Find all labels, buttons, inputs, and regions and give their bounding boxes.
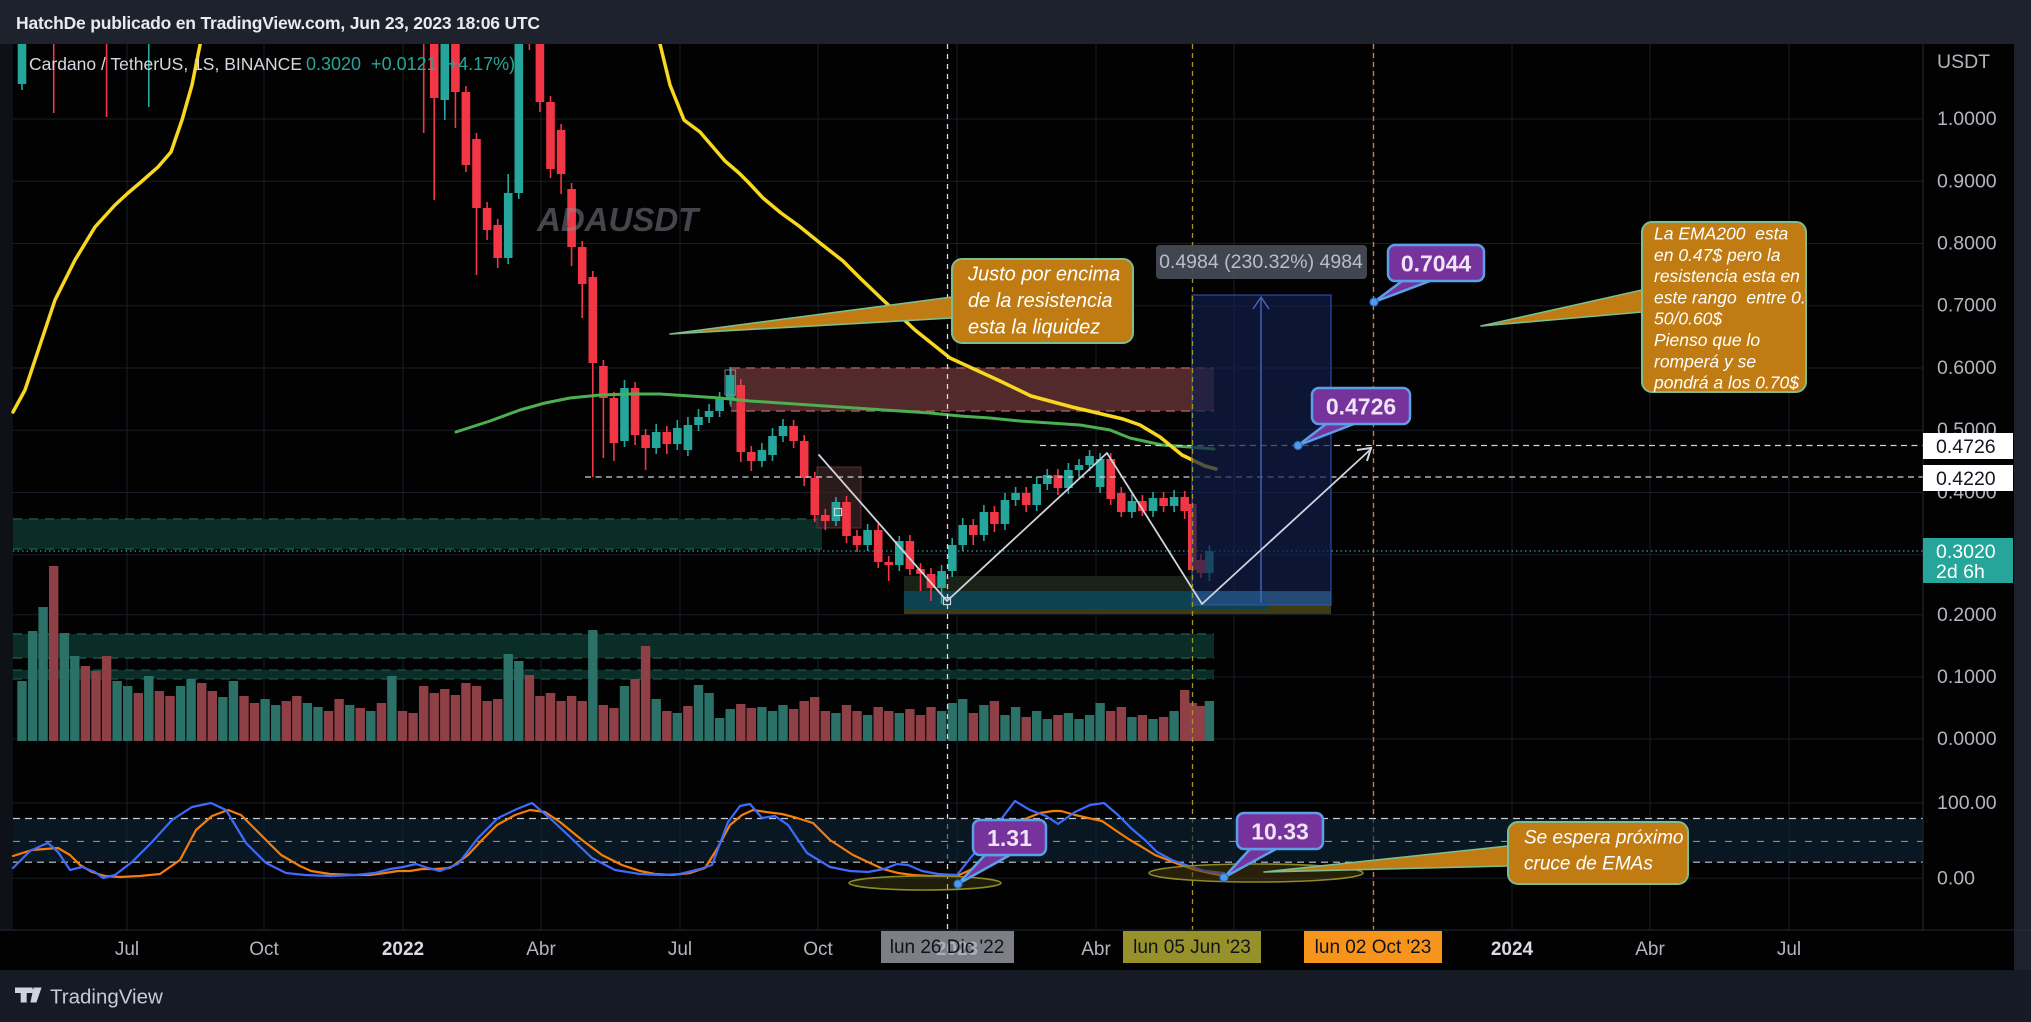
svg-text:Oct: Oct xyxy=(803,939,833,960)
svg-text:0.9000: 0.9000 xyxy=(1937,170,1997,192)
svg-text:lun 05 Jun '23: lun 05 Jun '23 xyxy=(1133,937,1251,958)
svg-text:en 0.47$ pero la: en 0.47$ pero la xyxy=(1654,245,1781,265)
svg-text:0.4984 (230.32%) 4984: 0.4984 (230.32%) 4984 xyxy=(1159,251,1363,273)
svg-text:resistencia esta en: resistencia esta en xyxy=(1654,266,1800,286)
svg-text:Abr: Abr xyxy=(1635,939,1665,960)
svg-text:2024: 2024 xyxy=(1491,939,1534,960)
svg-text:TradingView: TradingView xyxy=(50,986,163,1009)
svg-text:Justo por encima: Justo por encima xyxy=(967,264,1120,286)
svg-text:romperá y se: romperá y se xyxy=(1654,351,1756,371)
svg-text:2022: 2022 xyxy=(382,939,424,960)
svg-text:ADAUSDT: ADAUSDT xyxy=(536,201,701,238)
svg-text:0.1000: 0.1000 xyxy=(1937,666,1997,688)
svg-text:0.4726: 0.4726 xyxy=(1326,393,1396,419)
svg-text:0.00: 0.00 xyxy=(1937,867,1975,889)
svg-text:La EMA200 esta: La EMA200 esta xyxy=(1654,224,1789,244)
svg-text:0.3020: 0.3020 xyxy=(1936,541,1996,563)
svg-text:0.4726: 0.4726 xyxy=(1936,436,1996,458)
svg-text:0.7044: 0.7044 xyxy=(1401,250,1472,276)
svg-text:Jul: Jul xyxy=(668,939,692,960)
svg-text:Jul: Jul xyxy=(1777,939,1801,960)
svg-text:50/0.60$: 50/0.60$ xyxy=(1654,309,1722,329)
svg-text:USDT: USDT xyxy=(1937,51,1990,73)
svg-text:este rango entre 0.: este rango entre 0. xyxy=(1654,287,1806,307)
svg-text:Cardano / TetherUS, 1S, BINANC: Cardano / TetherUS, 1S, BINANCE xyxy=(29,54,302,74)
svg-text:cruce de EMAs: cruce de EMAs xyxy=(1524,853,1653,874)
svg-text:10.33: 10.33 xyxy=(1251,818,1309,844)
svg-text:de la resistencia: de la resistencia xyxy=(968,290,1113,312)
svg-text:Jul: Jul xyxy=(115,939,139,960)
svg-text:1.0000: 1.0000 xyxy=(1937,108,1997,130)
svg-text:0.3020 +0.0121 (+4.17%): 0.3020 +0.0121 (+4.17%) xyxy=(306,54,515,74)
svg-text:Pienso que lo: Pienso que lo xyxy=(1654,330,1760,350)
svg-text:esta la liquidez: esta la liquidez xyxy=(968,317,1100,339)
svg-text:2d 6h: 2d 6h xyxy=(1936,561,1985,583)
svg-text:pondrá a los 0.70$: pondrá a los 0.70$ xyxy=(1653,373,1799,393)
svg-text:0.6000: 0.6000 xyxy=(1937,357,1997,379)
svg-text:0.7000: 0.7000 xyxy=(1937,295,1997,317)
svg-text:100.00: 100.00 xyxy=(1937,792,1997,814)
svg-text:0.0000: 0.0000 xyxy=(1937,728,1997,750)
svg-text:1.31: 1.31 xyxy=(987,825,1032,851)
svg-text:Abr: Abr xyxy=(1081,939,1111,960)
svg-text:HatchDe publicado en TradingVi: HatchDe publicado en TradingView.com, Ju… xyxy=(16,13,540,33)
svg-text:lun 02 Oct '23: lun 02 Oct '23 xyxy=(1315,937,1432,958)
svg-text:0.8000: 0.8000 xyxy=(1937,233,1997,255)
svg-text:Oct: Oct xyxy=(249,939,279,960)
svg-text:lun 26 Dic '22: lun 26 Dic '22 xyxy=(890,937,1005,958)
svg-text:Se espera próximo: Se espera próximo xyxy=(1524,827,1683,848)
svg-text:0.2000: 0.2000 xyxy=(1937,604,1997,626)
svg-text:Abr: Abr xyxy=(526,939,556,960)
svg-text:0.4220: 0.4220 xyxy=(1936,468,1996,490)
